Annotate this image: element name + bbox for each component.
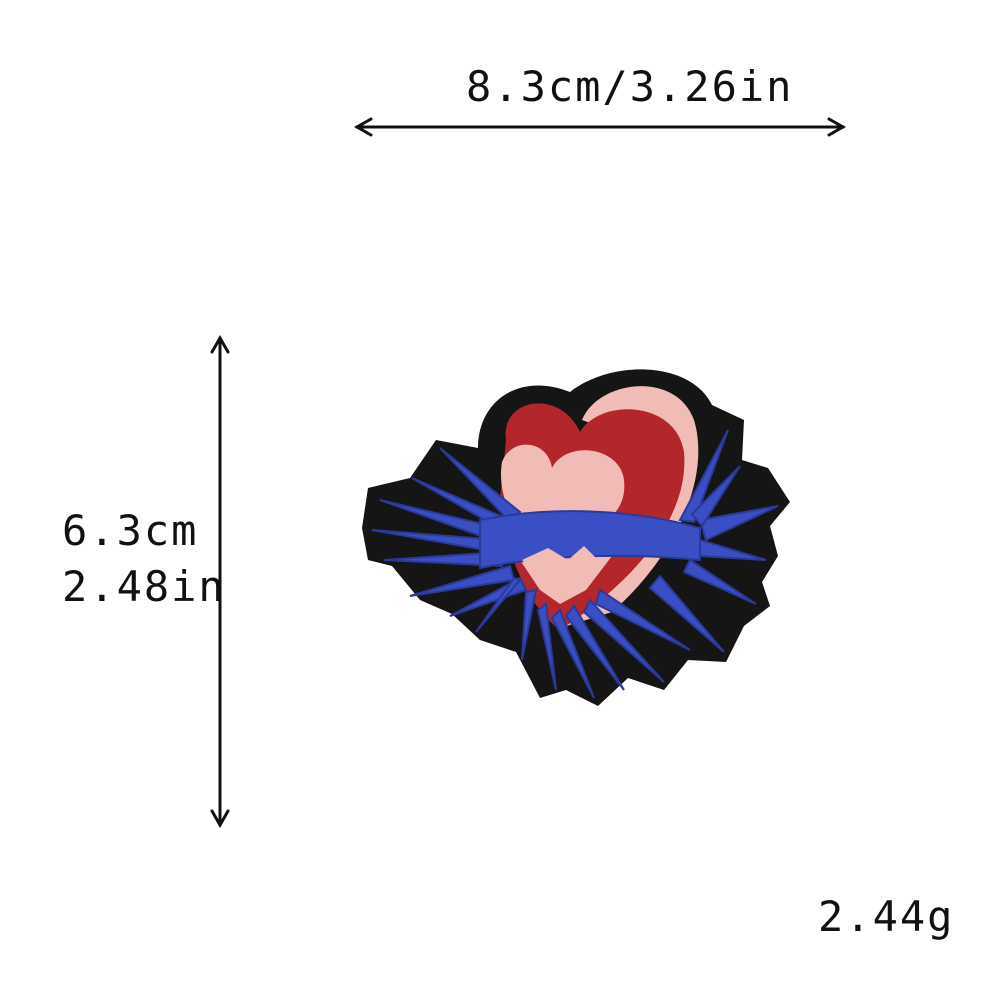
width-arrow-icon xyxy=(353,117,847,137)
height-in-label: 2.48in xyxy=(62,562,226,611)
height-arrow-icon xyxy=(210,334,230,829)
blue-wings xyxy=(371,429,779,699)
heart-patch-image xyxy=(362,369,790,706)
heart-pink-notch xyxy=(522,546,600,590)
weight-label: 2.44g xyxy=(818,892,955,941)
height-cm-label: 6.3cm xyxy=(62,506,199,555)
width-measurement-label: 8.3cm/3.26in xyxy=(466,62,794,111)
